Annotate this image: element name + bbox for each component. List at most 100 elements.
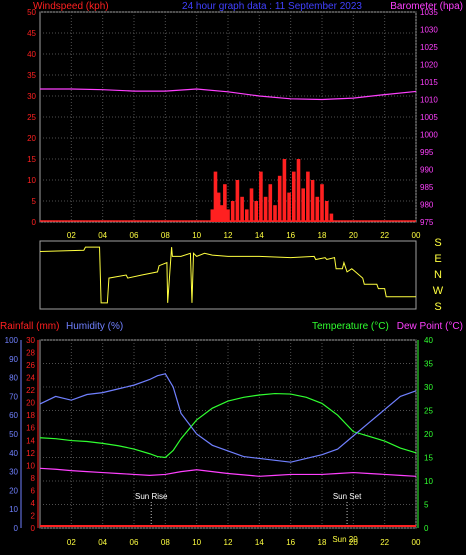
rainfall-tick-label: 28 bbox=[26, 349, 35, 358]
x-tick-label: 06 bbox=[130, 538, 139, 547]
humidity-tick-label: 20 bbox=[9, 486, 18, 495]
direction-label: N bbox=[434, 269, 442, 281]
windspeed-bar bbox=[301, 188, 305, 222]
x-tick-label: 04 bbox=[98, 231, 107, 240]
rainfall-tick-label: 12 bbox=[26, 449, 35, 458]
x-tick-label: 06 bbox=[130, 231, 139, 240]
temperature-tick-label: 10 bbox=[424, 477, 433, 486]
temperature-tick-label: 30 bbox=[424, 383, 433, 392]
temperature-tick-label: 20 bbox=[424, 430, 433, 439]
direction-label: S bbox=[434, 301, 441, 313]
barometer-tick-label: 1010 bbox=[420, 96, 438, 105]
barometer-tick-label: 985 bbox=[420, 183, 434, 192]
windspeed-tick-label: 25 bbox=[27, 113, 36, 122]
x-tick-label: 14 bbox=[255, 231, 264, 240]
windspeed-bar bbox=[213, 171, 218, 222]
x-tick-label: 18 bbox=[318, 231, 327, 240]
barometer-tick-label: 975 bbox=[420, 218, 434, 227]
temperature-line bbox=[39, 392, 417, 459]
windspeed-tick-label: 15 bbox=[27, 155, 36, 164]
barometer-line bbox=[40, 88, 417, 101]
windspeed-bar bbox=[219, 205, 224, 222]
windspeed-bar bbox=[329, 213, 334, 222]
chart-title: 24 hour graph data : 11 September 2023 bbox=[182, 1, 362, 12]
humidity-tick-label: 10 bbox=[9, 505, 18, 514]
humidity-tick-label: 30 bbox=[9, 468, 18, 477]
x-tick-label: 10 bbox=[192, 538, 201, 547]
barometer-tick-label: 1035 bbox=[420, 8, 438, 17]
temperature-tick-label: 25 bbox=[424, 407, 433, 416]
windspeed-bar bbox=[223, 184, 227, 222]
rainfall-tick-label: 22 bbox=[26, 386, 35, 395]
humidity-tick-label: 80 bbox=[9, 374, 18, 383]
barometer-tick-label: 1000 bbox=[420, 131, 438, 140]
windspeed-tick-label: 45 bbox=[27, 29, 36, 38]
windspeed-bar bbox=[249, 188, 254, 222]
x-tick-label: 00 bbox=[412, 231, 421, 240]
x-tick-label: 02 bbox=[67, 538, 76, 547]
windspeed-tick-label: 35 bbox=[27, 71, 36, 80]
humidity-tick-label: 70 bbox=[9, 392, 18, 401]
windspeed-bar bbox=[263, 196, 268, 222]
windspeed-bar bbox=[306, 171, 310, 222]
x-tick-label: 12 bbox=[224, 231, 233, 240]
temperature-tick-label: 15 bbox=[424, 454, 433, 463]
windspeed-bar bbox=[210, 209, 215, 222]
temperature-tick-label: 35 bbox=[424, 360, 433, 369]
barometer-tick-label: 990 bbox=[420, 166, 434, 175]
direction-label: W bbox=[433, 285, 444, 297]
windspeed-bar bbox=[277, 175, 282, 222]
temperature-tick-label: 5 bbox=[424, 501, 429, 510]
x-tick-label: 18 bbox=[318, 538, 327, 547]
rainfall-axis-label: Rainfall (mm) bbox=[0, 321, 59, 332]
windspeed-bar bbox=[310, 180, 315, 222]
windspeed-bars bbox=[210, 159, 334, 222]
x-tick-label: 08 bbox=[161, 538, 170, 547]
climate-x-ticks: 02 04 06 08 10 12 14 16 18 20 22 00 bbox=[67, 538, 421, 547]
barometer-tick-label: 1005 bbox=[420, 113, 438, 122]
windspeed-bar bbox=[292, 171, 296, 222]
windspeed-bar bbox=[254, 201, 258, 222]
humidity-ticks: 0 10 20 30 40 50 60 70 80 90 100 bbox=[5, 336, 19, 533]
barometer-ticks: 975 980 985 990 995 1000 1005 1010 1015 1020 1025 1… bbox=[420, 8, 438, 227]
wind-direction-line bbox=[39, 246, 416, 304]
rainfall-tick-label: 30 bbox=[26, 336, 35, 345]
barometer-tick-label: 995 bbox=[420, 148, 434, 157]
direction-panel-frame bbox=[39, 240, 417, 310]
humidity-tick-label: 50 bbox=[9, 430, 18, 439]
windspeed-tick-label: 5 bbox=[32, 197, 37, 206]
sun-marker-label: Sun Rise bbox=[135, 492, 168, 501]
humidity-tick-label: 90 bbox=[9, 355, 18, 364]
windspeed-tick-label: 40 bbox=[27, 50, 36, 59]
windspeed-bar bbox=[282, 159, 287, 222]
x-tick-label: 14 bbox=[255, 538, 264, 547]
humidity-tick-label: 40 bbox=[9, 449, 18, 458]
sun-marker-label: Sun Set bbox=[333, 492, 362, 501]
x-tick-label: 00 bbox=[412, 538, 421, 547]
windspeed-bar bbox=[320, 184, 324, 222]
windspeed-bar bbox=[273, 205, 277, 222]
temperature-tick-label: 0 bbox=[424, 524, 429, 533]
rainfall-tick-label: 24 bbox=[26, 374, 35, 383]
windspeed-bar bbox=[216, 192, 221, 222]
windspeed-ticks: 0 5 10 15 20 25 30 35 40 45 50 bbox=[27, 8, 36, 227]
dewpoint-line bbox=[39, 467, 417, 477]
rainfall-tick-label: 14 bbox=[26, 436, 35, 445]
windspeed-tick-label: 30 bbox=[27, 92, 36, 101]
humidity-axis-label: Humidity (%) bbox=[66, 321, 123, 332]
barometer-axis-label: Barometer (hpa) bbox=[390, 1, 463, 12]
x-tick-label: 20 bbox=[349, 538, 358, 547]
windspeed-bar bbox=[268, 184, 273, 222]
humidity-tick-label: 100 bbox=[5, 336, 19, 345]
temperature-ticks: 0 5 10 15 20 25 30 35 40 bbox=[424, 336, 433, 533]
windspeed-bar bbox=[226, 209, 230, 222]
wind-x-ticks: 02 04 06 08 10 12 14 16 18 20 22 00 bbox=[67, 231, 421, 240]
x-tick-label: 22 bbox=[380, 538, 389, 547]
windspeed-bar bbox=[235, 180, 240, 222]
windspeed-bar bbox=[230, 201, 235, 222]
humidity-tick-label: 0 bbox=[14, 524, 19, 533]
barometer-tick-label: 1025 bbox=[420, 43, 438, 52]
